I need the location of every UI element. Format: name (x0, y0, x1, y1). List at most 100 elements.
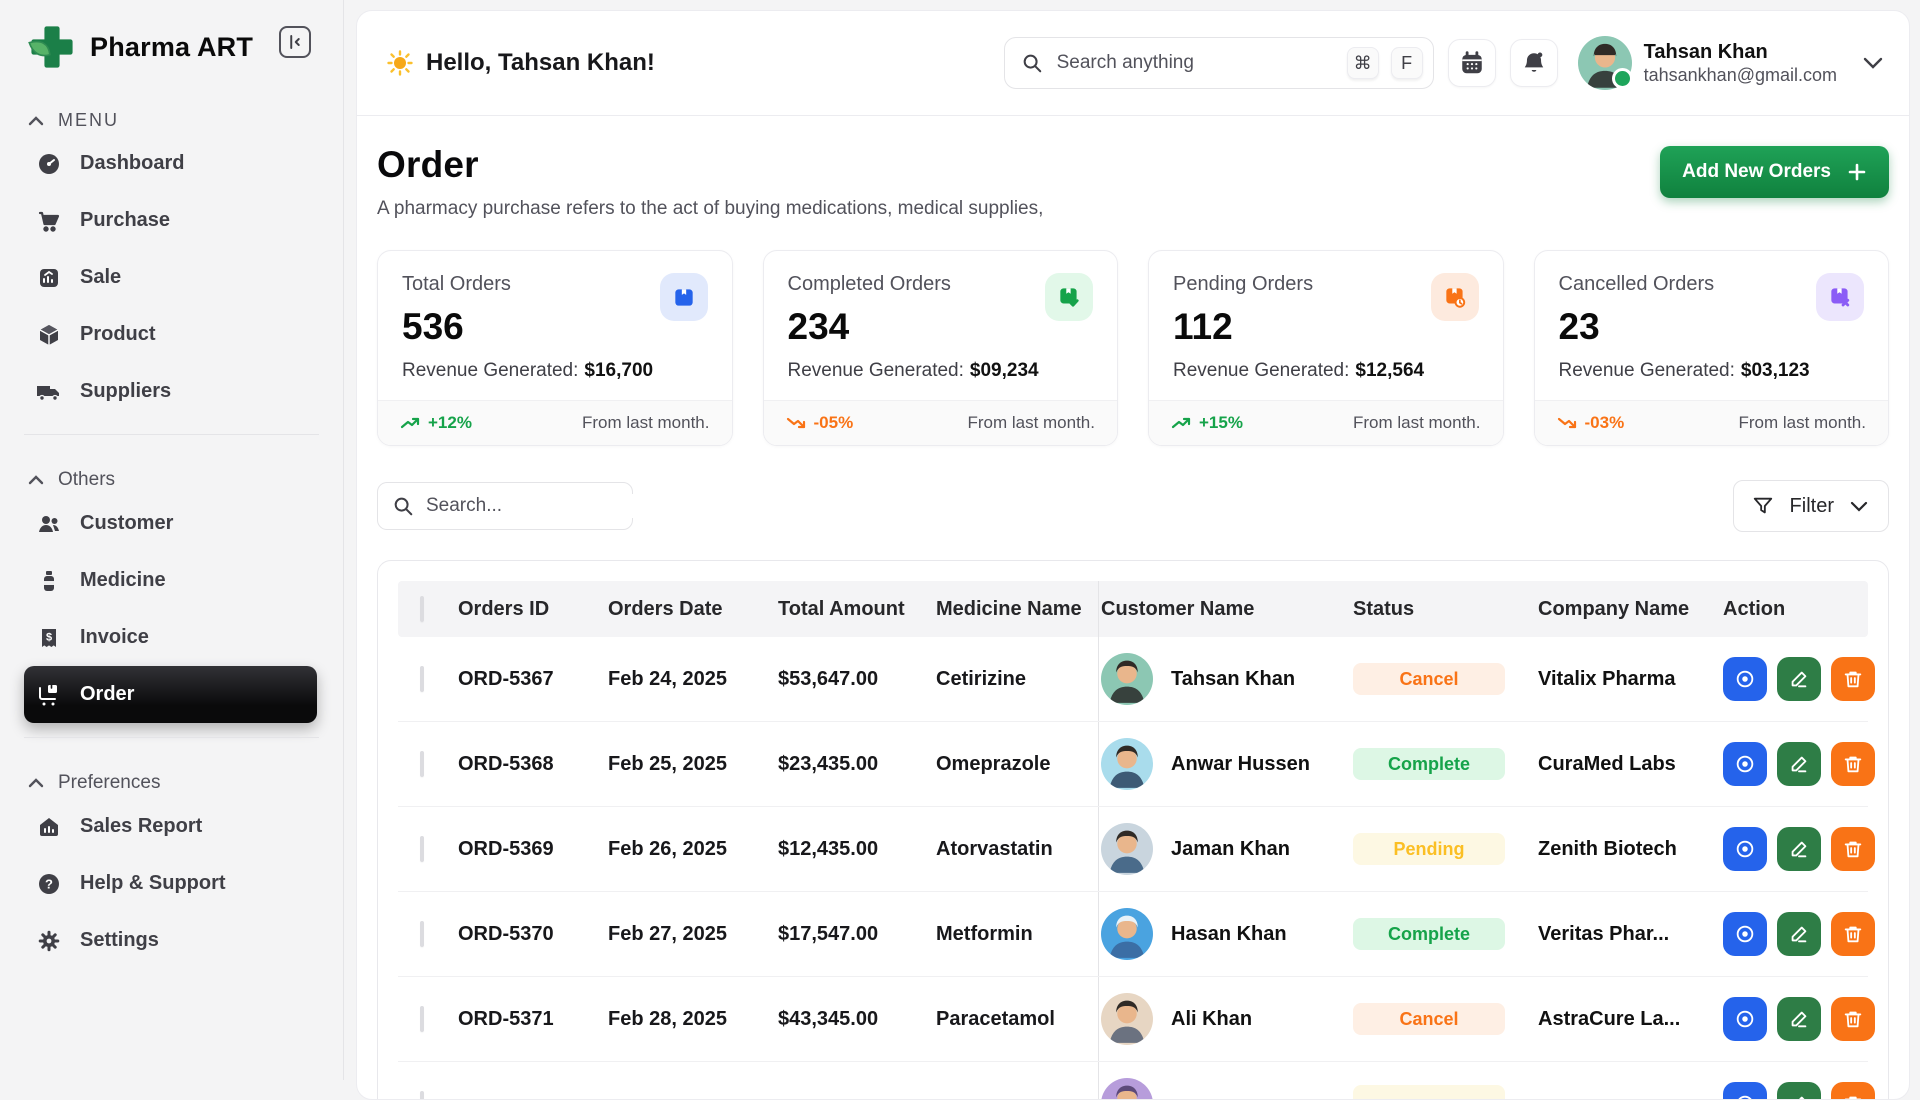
edit-button[interactable] (1777, 742, 1821, 786)
sidebar-item-help-support[interactable]: ? Help & Support (24, 855, 317, 912)
invoice-icon: $ (36, 626, 62, 650)
delete-button[interactable] (1831, 912, 1875, 956)
search-icon (392, 495, 414, 517)
sidebar-item-purchase[interactable]: Purchase (24, 192, 317, 249)
topbar: Hello, Tahsan Khan! ⌘ F (357, 11, 1909, 116)
col-status: Status (1353, 598, 1538, 621)
company-name: Veritas Phar... (1538, 923, 1723, 946)
package-clock-icon (1431, 273, 1479, 321)
stat-card-pending-orders: Pending Orders 112 Revenue Generated:$12… (1148, 250, 1504, 446)
trend-indicator: +12% (400, 413, 472, 433)
row-checkbox[interactable] (420, 1006, 424, 1032)
order-amount: $23,435.00 (778, 753, 936, 776)
col-orders-id: Orders ID (458, 598, 608, 621)
row-checkbox[interactable] (420, 666, 424, 692)
user-profile-menu[interactable]: Tahsan Khan tahsankhan@gmail.com (1578, 36, 1883, 90)
delete-button[interactable] (1831, 1082, 1875, 1100)
medicine-name: Cetirizine (936, 668, 1098, 691)
customer-avatar (1101, 823, 1153, 875)
calendar-icon (1459, 50, 1485, 76)
row-checkbox[interactable] (420, 921, 424, 947)
order-cart-icon (36, 682, 62, 708)
suppliers-truck-icon (36, 380, 62, 404)
medicine-bottle-icon (36, 569, 62, 593)
sidebar-item-order[interactable]: Order (24, 666, 317, 723)
customer-avatar (1101, 738, 1153, 790)
view-button[interactable] (1723, 742, 1767, 786)
package-x-icon (1816, 273, 1864, 321)
row-checkbox[interactable] (420, 836, 424, 862)
select-all-checkbox[interactable] (420, 596, 424, 622)
medicine-name: Omeprazole (936, 753, 1098, 776)
main-panel: Hello, Tahsan Khan! ⌘ F (356, 10, 1910, 1100)
svg-text:?: ? (45, 876, 53, 891)
sidebar-section-menu[interactable]: MENU (28, 110, 319, 131)
sidebar-item-dashboard[interactable]: Dashboard (24, 135, 317, 192)
svg-text:$: $ (46, 631, 52, 643)
col-action: Action (1723, 598, 1868, 621)
package-icon (660, 273, 708, 321)
delete-button[interactable] (1831, 742, 1875, 786)
edit-button[interactable] (1777, 657, 1821, 701)
edit-button[interactable] (1777, 1082, 1821, 1100)
add-new-orders-button[interactable]: Add New Orders (1660, 146, 1889, 198)
table-row: ORD-5368 Feb 25, 2025 $23,435.00 Omepraz… (398, 722, 1868, 807)
delete-button[interactable] (1831, 657, 1875, 701)
status-badge (1353, 1085, 1505, 1100)
edit-button[interactable] (1777, 997, 1821, 1041)
purchase-cart-icon (36, 209, 62, 233)
edit-button[interactable] (1777, 827, 1821, 871)
sidebar-item-product[interactable]: Product (24, 306, 317, 363)
medicine-name: Metformin (936, 923, 1098, 946)
order-id: ORD-5368 (458, 753, 608, 776)
search-icon (1021, 52, 1043, 74)
status-badge: Cancel (1353, 1003, 1505, 1035)
stat-card-cancelled-orders: Cancelled Orders 23 Revenue Generated:$0… (1534, 250, 1890, 446)
sidebar-section-others[interactable]: Others (28, 469, 319, 491)
view-button[interactable] (1723, 997, 1767, 1041)
sidebar-item-sale[interactable]: Sale (24, 249, 317, 306)
sidebar-section-preferences[interactable]: Preferences (28, 772, 319, 794)
delete-button[interactable] (1831, 997, 1875, 1041)
sidebar-item-invoice[interactable]: $ Invoice (24, 609, 317, 666)
filter-button[interactable]: Filter (1733, 480, 1889, 532)
company-name: Vitalix Pharma (1538, 668, 1723, 691)
view-button[interactable] (1723, 1082, 1767, 1100)
customer-avatar (1101, 908, 1153, 960)
chevron-up-icon (28, 116, 44, 126)
view-button[interactable] (1723, 827, 1767, 871)
customer-name: Anwar Hussen (1171, 753, 1310, 776)
calendar-button[interactable] (1448, 39, 1496, 87)
sidebar-item-suppliers[interactable]: Suppliers (24, 363, 317, 420)
view-button[interactable] (1723, 657, 1767, 701)
delete-button[interactable] (1831, 827, 1875, 871)
sales-report-icon (36, 815, 62, 839)
table-row: ORD-5367 Feb 24, 2025 $53,647.00 Cetiriz… (398, 637, 1868, 722)
table-row: ORD-5371 Feb 28, 2025 $43,345.00 Paracet… (398, 977, 1868, 1062)
row-checkbox[interactable] (420, 751, 424, 777)
greeting: Hello, Tahsan Khan! (387, 49, 655, 77)
col-total-amount: Total Amount (778, 598, 936, 621)
row-checkbox[interactable] (420, 1091, 424, 1100)
table-search-input[interactable] (424, 494, 673, 518)
sidebar-item-settings[interactable]: Settings (24, 912, 317, 969)
view-button[interactable] (1723, 912, 1767, 956)
medicine-name: Paracetamol (936, 1008, 1098, 1031)
global-search-input[interactable] (1055, 51, 1335, 75)
plus-icon (1847, 162, 1867, 182)
customers-icon (36, 512, 62, 536)
trend-indicator: -03% (1557, 413, 1625, 433)
customer-avatar (1101, 993, 1153, 1045)
sidebar-item-customer[interactable]: Customer (24, 495, 317, 552)
sidebar-item-medicine[interactable]: Medicine (24, 552, 317, 609)
sidebar-item-sales-report[interactable]: Sales Report (24, 798, 317, 855)
order-id: ORD-5371 (458, 1008, 608, 1031)
funnel-icon (1752, 495, 1774, 517)
app-name: Pharma ART (90, 32, 253, 63)
order-date: Feb 24, 2025 (608, 668, 778, 691)
cmd-key-badge: ⌘ (1347, 47, 1379, 79)
sidebar-collapse-button[interactable] (279, 26, 311, 58)
edit-button[interactable] (1777, 912, 1821, 956)
notifications-button[interactable] (1510, 39, 1558, 87)
app-logo: Pharma ART (26, 18, 319, 76)
